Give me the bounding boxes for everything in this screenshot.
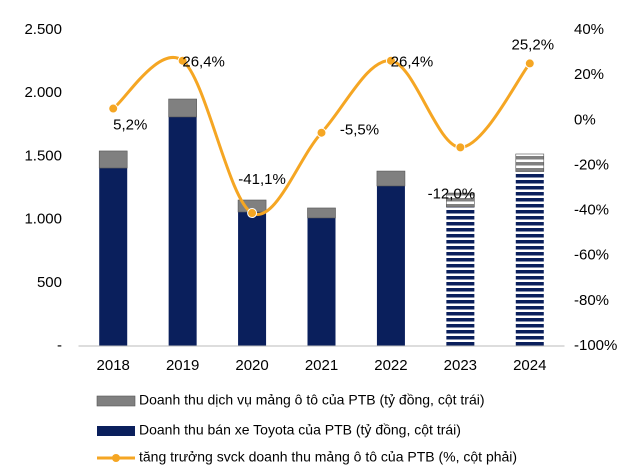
legend-label: Doanh thu bán xe Toyota của PTB (tỷ đồng…	[139, 422, 461, 438]
marker	[177, 55, 188, 66]
bar	[99, 168, 128, 346]
y2-tick-label: 40%	[574, 21, 604, 38]
data-label: -41,1%	[238, 171, 286, 188]
bar	[238, 212, 267, 346]
data-label: -12,0%	[428, 185, 476, 202]
bar	[376, 185, 405, 346]
legend-label: Doanh thu dịch vụ mảng ô tô của PTB (tỷ …	[139, 392, 485, 408]
x-tick-label: 2020	[235, 357, 268, 374]
bar	[168, 116, 197, 347]
x-tick-label: 2023	[444, 357, 477, 374]
y2-tick-label: 0%	[574, 111, 596, 128]
y2-tick-label: -20%	[574, 156, 609, 173]
bar	[446, 206, 475, 346]
bar	[307, 217, 336, 346]
y-tick-label: -	[57, 337, 62, 354]
legend-swatch	[97, 426, 135, 436]
y2-tick-label: 20%	[574, 66, 604, 83]
y2-tick-label: -80%	[574, 292, 609, 309]
data-label: 26,4%	[391, 54, 434, 71]
bar	[307, 207, 336, 219]
bar	[515, 171, 544, 346]
x-tick-label: 2021	[305, 357, 338, 374]
x-tick-label: 2019	[166, 357, 199, 374]
marker	[108, 103, 119, 114]
x-tick-label: 2024	[513, 357, 546, 374]
bar	[376, 170, 406, 187]
y-tick-label: 2.500	[24, 21, 62, 38]
y-tick-label: 1.500	[24, 147, 62, 164]
y2-tick-label: -40%	[574, 202, 609, 219]
x-tick-label: 2018	[97, 357, 130, 374]
data-label: 5,2%	[113, 117, 147, 134]
bar	[446, 192, 475, 208]
marker	[385, 55, 396, 66]
marker	[455, 142, 466, 153]
marker	[524, 58, 535, 69]
marker	[316, 127, 327, 138]
bar	[515, 153, 545, 172]
legend-swatch	[96, 395, 136, 407]
y2-tick-label: -100%	[574, 337, 617, 354]
marker	[247, 208, 258, 219]
x-tick-label: 2022	[374, 357, 407, 374]
data-label: 25,2%	[512, 36, 555, 53]
bar	[168, 98, 197, 118]
data-label: 26,4%	[182, 54, 225, 71]
legend-marker	[112, 454, 120, 462]
y-tick-label: 2.000	[24, 84, 62, 101]
y-tick-label: 1.000	[24, 211, 62, 228]
bar	[98, 150, 128, 169]
y-tick-label: 500	[37, 274, 62, 291]
data-label: -5,5%	[340, 122, 379, 139]
legend-label: tăng trưởng svck doanh thu mảng ô tô của…	[139, 449, 517, 465]
y2-tick-label: -60%	[574, 247, 609, 264]
